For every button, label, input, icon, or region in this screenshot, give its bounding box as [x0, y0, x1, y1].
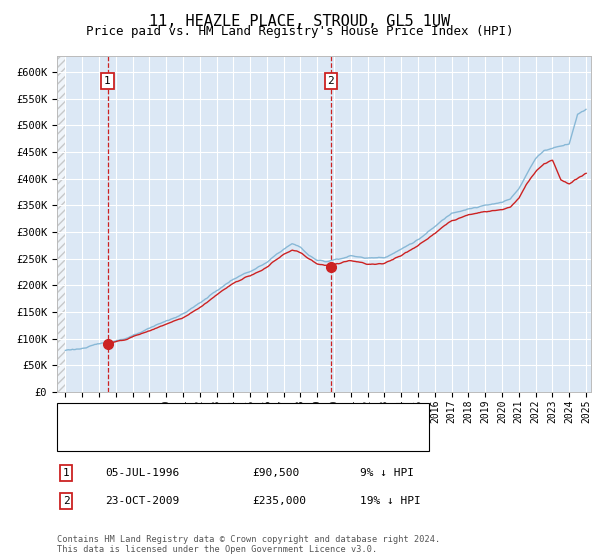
- Text: 2: 2: [328, 76, 334, 86]
- Text: £90,500: £90,500: [252, 468, 299, 478]
- Text: Contains HM Land Registry data © Crown copyright and database right 2024.
This d: Contains HM Land Registry data © Crown c…: [57, 535, 440, 554]
- Text: 1: 1: [104, 76, 111, 86]
- Text: 11, HEAZLE PLACE, STROUD, GL5 1UW: 11, HEAZLE PLACE, STROUD, GL5 1UW: [149, 14, 451, 29]
- Text: 1: 1: [62, 468, 70, 478]
- Text: Price paid vs. HM Land Registry's House Price Index (HPI): Price paid vs. HM Land Registry's House …: [86, 25, 514, 38]
- Text: 11, HEAZLE PLACE, STROUD, GL5 1UW (detached house): 11, HEAZLE PLACE, STROUD, GL5 1UW (detac…: [100, 412, 413, 422]
- Text: £235,000: £235,000: [252, 496, 306, 506]
- Text: 05-JUL-1996: 05-JUL-1996: [105, 468, 179, 478]
- Text: 9% ↓ HPI: 9% ↓ HPI: [360, 468, 414, 478]
- Text: HPI: Average price, detached house, Stroud: HPI: Average price, detached house, Stro…: [100, 432, 362, 442]
- Text: 19% ↓ HPI: 19% ↓ HPI: [360, 496, 421, 506]
- Text: 23-OCT-2009: 23-OCT-2009: [105, 496, 179, 506]
- Bar: [57, 56, 65, 392]
- Text: 2: 2: [62, 496, 70, 506]
